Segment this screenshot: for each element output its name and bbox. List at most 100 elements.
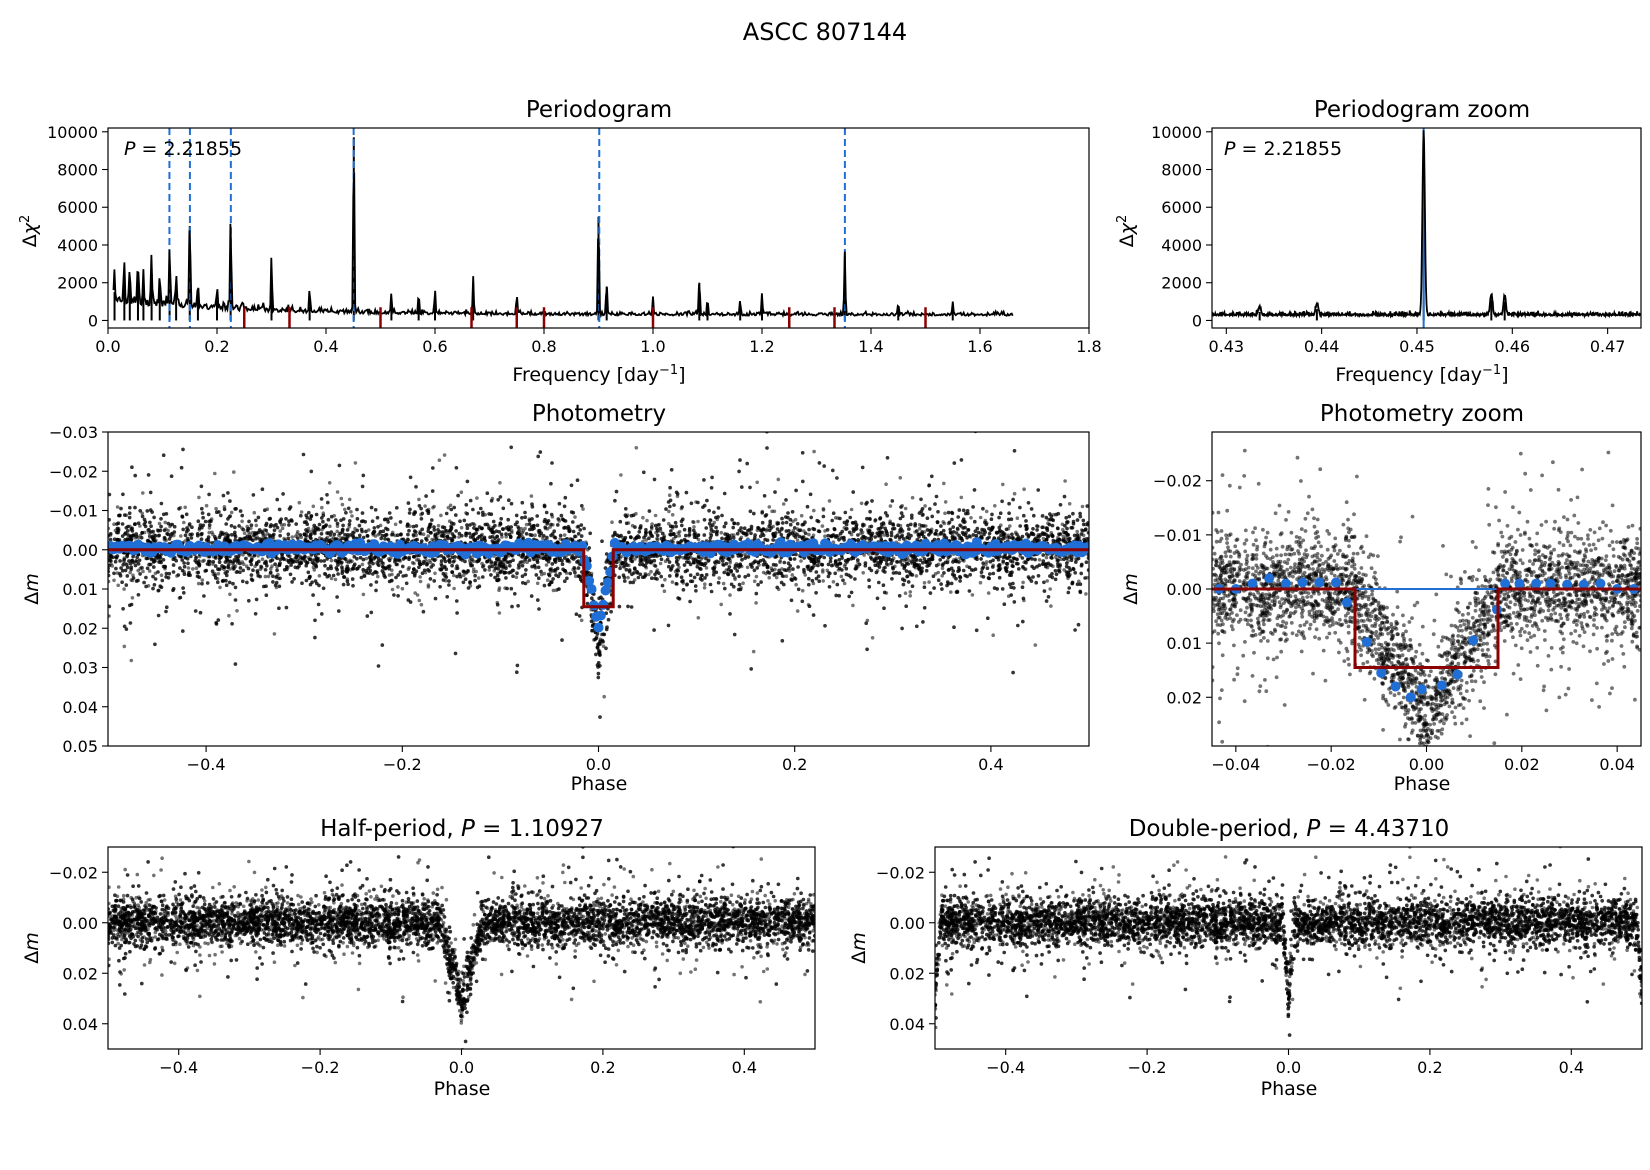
photometry-data-point bbox=[442, 453, 447, 457]
periodogram-zoom-ytick-label: 8000 bbox=[1161, 161, 1202, 180]
figure-title: ASCC 807144 bbox=[0, 18, 1650, 46]
photometry-data-point bbox=[373, 534, 378, 538]
photometry-data-point bbox=[361, 592, 366, 597]
photometry-data-point bbox=[677, 533, 682, 538]
photometry-data-point bbox=[366, 528, 371, 532]
photometry-data-point bbox=[812, 449, 816, 454]
photometry-plot-area: −0.4 −0.2 0.0 0.2 0.4−0.03−0.02−0.010.000.01… bbox=[49, 423, 1090, 774]
periodogram-xtick-label: 0.4 bbox=[313, 337, 338, 356]
photometry-data-point bbox=[795, 538, 800, 542]
photometry-data-point bbox=[141, 569, 145, 574]
photometry-data-point bbox=[573, 515, 577, 519]
photometry-data-point bbox=[390, 568, 394, 572]
photometry-data-point bbox=[504, 535, 509, 539]
photometry-data-point bbox=[207, 526, 212, 530]
photometry-data-point bbox=[601, 644, 606, 649]
photometry-data-point bbox=[448, 503, 453, 508]
photometry-data-point bbox=[677, 565, 681, 570]
periodogram-zoom-ytick-label: 2000 bbox=[1161, 274, 1202, 293]
photometry-data-point bbox=[433, 571, 437, 576]
photometry-data-point bbox=[745, 565, 750, 570]
photometry-data-point bbox=[347, 497, 352, 502]
photometry-data-point bbox=[360, 562, 365, 567]
periodogram-zoom-xtick-label: 0.43 bbox=[1208, 337, 1244, 356]
photometry-data-point bbox=[831, 580, 836, 584]
photometry-data-point bbox=[696, 519, 700, 524]
photometry-data-point bbox=[430, 537, 434, 542]
photometry-data-point bbox=[542, 571, 547, 576]
photometry-data-point bbox=[821, 507, 826, 511]
photometry-data-point bbox=[851, 603, 855, 608]
photometry-data-point bbox=[943, 500, 948, 504]
periodogram-marks bbox=[112, 128, 1014, 328]
periodogram-xtick-label: 0.6 bbox=[422, 337, 447, 356]
photometry-data-point bbox=[390, 587, 395, 592]
photometry-marks bbox=[108, 432, 1089, 719]
photometry-data-point bbox=[1033, 643, 1038, 647]
periodogram-zoom-annotation: P = 2.21855 bbox=[1224, 138, 1342, 160]
photometry-data-point bbox=[432, 504, 436, 509]
photometry-data-point bbox=[719, 602, 723, 607]
photometry-data-point bbox=[141, 491, 145, 495]
photometry-data-point bbox=[497, 588, 501, 593]
photometry-data-point bbox=[400, 586, 405, 591]
photometry-data-point bbox=[216, 572, 221, 576]
photometry-data-point bbox=[721, 581, 726, 586]
photometry-data-point bbox=[662, 589, 667, 593]
photometry-data-point bbox=[163, 520, 167, 525]
photometry-data-point bbox=[498, 481, 502, 485]
periodogram-zoom-ytick-label: 6000 bbox=[1161, 198, 1202, 217]
photometry-data-point bbox=[754, 601, 758, 605]
photometry-data-point bbox=[949, 590, 953, 594]
photometry-data-point bbox=[942, 521, 947, 526]
photometry-data-point bbox=[1062, 568, 1066, 572]
photometry-data-point bbox=[908, 590, 913, 594]
photometry-data-point bbox=[780, 567, 784, 571]
photometry-data-point bbox=[506, 554, 511, 558]
photometry-data-point bbox=[329, 558, 334, 563]
periodogram-ytick-label: 4000 bbox=[57, 236, 98, 255]
photometry-scatter-points bbox=[108, 432, 1089, 719]
periodogram-xtick-label: 1.2 bbox=[749, 337, 774, 356]
periodogram-zoom-xtick-label: 0.46 bbox=[1494, 337, 1530, 356]
photometry-data-point bbox=[800, 588, 805, 593]
photometry-data-point bbox=[290, 535, 295, 539]
photometry-data-point bbox=[1022, 487, 1026, 492]
photometry-data-point bbox=[1045, 579, 1049, 583]
periodogram-title: Periodogram bbox=[526, 97, 672, 123]
periodogram-ylabel: Δχ2 bbox=[18, 215, 42, 248]
photometry-data-point bbox=[754, 574, 759, 579]
periodogram-zoom-plot-area: 0.43 0.44 0.45 0.46 0.4702000400060008000100… bbox=[1151, 123, 1642, 356]
photometry-data-point bbox=[182, 520, 186, 525]
photometry-data-point bbox=[475, 496, 479, 500]
photometry-data-point bbox=[807, 532, 811, 537]
photometry-panel: Photometry −0.4 −0.2 0.0 0.2 0.4−0.03−0.02−0… bbox=[21, 401, 1090, 795]
photometry-data-point bbox=[353, 461, 358, 465]
photometry-data-point bbox=[311, 504, 316, 509]
photometry-data-point bbox=[1059, 557, 1063, 561]
photometry-data-point bbox=[436, 523, 441, 528]
periodogram-zoom-ytick-label: 10000 bbox=[1151, 123, 1202, 142]
photometry-data-point bbox=[1084, 592, 1088, 596]
photometry-data-point bbox=[533, 533, 537, 537]
photometry-data-point bbox=[1001, 482, 1005, 487]
photometry-data-point bbox=[471, 559, 476, 564]
photometry-data-point bbox=[859, 501, 864, 506]
periodogram-ytick-label: 2000 bbox=[57, 274, 98, 293]
photometry-data-point bbox=[112, 578, 116, 583]
photometry-data-point bbox=[476, 576, 481, 580]
photometry-data-point bbox=[861, 571, 865, 575]
photometry-data-point bbox=[364, 556, 369, 561]
periodogram-xtick-label: 1.0 bbox=[640, 337, 665, 356]
photometry-data-point bbox=[551, 588, 556, 593]
photometry-data-point bbox=[197, 495, 201, 500]
photometry-data-point bbox=[1080, 504, 1085, 509]
photometry-data-point bbox=[770, 509, 774, 514]
photometry-data-point bbox=[544, 563, 549, 567]
periodogram-zoom-panel: Periodogram zoom 0.43 0.44 0.45 0.46 0.47020… bbox=[1115, 97, 1642, 386]
photometry-data-point bbox=[774, 575, 779, 580]
periodogram-xtick-label: 0.2 bbox=[204, 337, 229, 356]
photometry-data-point bbox=[602, 694, 606, 699]
photometry-data-point bbox=[670, 513, 675, 517]
